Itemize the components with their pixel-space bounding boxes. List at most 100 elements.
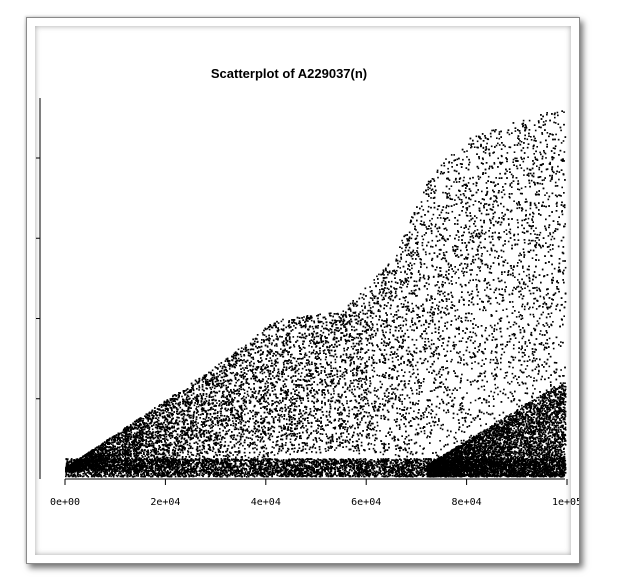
scatter-point (451, 294, 453, 297)
scatter-point (267, 371, 270, 373)
scatter-point (444, 322, 446, 325)
scatter-point (431, 390, 433, 392)
scatter-point (532, 384, 534, 387)
scatter-point (395, 356, 397, 358)
scatter-point (275, 444, 277, 447)
scatter-point (335, 399, 338, 402)
scatter-point (448, 179, 451, 181)
scatter-point (165, 435, 168, 438)
scatter-point (267, 437, 270, 440)
scatter-point (533, 377, 535, 379)
scatter-point (388, 295, 391, 298)
scatter-point (366, 324, 369, 327)
scatter-point (496, 201, 498, 203)
scatter-point (452, 344, 454, 347)
scatter-point (492, 444, 494, 447)
scatter-point (273, 447, 275, 449)
scatter-point (459, 362, 462, 364)
scatter-point (503, 388, 505, 391)
scatter-point (307, 359, 309, 361)
scatter-point (274, 360, 276, 363)
scatter-point (327, 437, 329, 440)
scatter-point (325, 410, 328, 413)
scatter-point (486, 192, 488, 194)
scatter-point (356, 433, 359, 435)
scatter-point (441, 428, 444, 431)
scatter-point (439, 427, 442, 430)
scatter-point (206, 450, 208, 453)
scatter-point (417, 432, 420, 435)
scatter-point (517, 180, 519, 182)
scatter-point (459, 381, 462, 384)
scatter-point (162, 455, 164, 458)
scatter-point (217, 424, 219, 427)
scatter-point (528, 135, 530, 137)
scatter-point (182, 430, 185, 432)
scatter-point (240, 398, 243, 400)
scatter-point (444, 291, 446, 294)
scatter-point (418, 278, 421, 281)
scatter-point (149, 417, 151, 420)
scatter-point (215, 453, 217, 456)
scatter-point (196, 388, 198, 390)
scatter-point (413, 372, 415, 374)
scatter-point (332, 388, 335, 390)
scatter-point (325, 382, 327, 384)
scatter-point (288, 419, 291, 422)
scatter-point (381, 338, 383, 340)
scatter-point (324, 337, 327, 340)
scatter-point (462, 398, 464, 400)
scatter-point (487, 266, 489, 269)
scatter-point (350, 310, 352, 312)
scatter-point (489, 227, 491, 229)
scatter-point (195, 397, 197, 399)
scatter-point (481, 402, 483, 404)
scatter-point (466, 265, 469, 268)
scatter-point (272, 375, 274, 377)
scatter-point (286, 362, 288, 364)
scatter-point (203, 435, 205, 438)
scatter-point (311, 351, 313, 354)
scatter-point (321, 433, 324, 435)
scatter-point (481, 334, 483, 337)
scatter-point (278, 417, 281, 419)
scatter-point (492, 395, 494, 398)
scatter-point (387, 297, 390, 299)
scatter-point (533, 162, 536, 164)
scatter-point (270, 351, 272, 353)
scatter-point (468, 336, 471, 338)
scatter-point (350, 345, 353, 348)
scatter-point (399, 344, 401, 347)
scatter-point (530, 376, 532, 378)
scatter-point (266, 364, 268, 366)
scatter-point (417, 378, 420, 381)
scatter-point (529, 359, 531, 361)
scatter-point (520, 167, 523, 169)
scatter-point (330, 365, 332, 367)
scatter-point (323, 429, 325, 432)
scatter-point (395, 290, 397, 293)
scatter-point (122, 460, 124, 463)
scatter-point (401, 247, 403, 250)
scatter-point (203, 400, 206, 403)
scatter-point (197, 422, 199, 424)
scatter-point (549, 315, 551, 318)
scatter-point (197, 436, 199, 439)
scatter-point (422, 380, 425, 383)
scatter-point (554, 116, 556, 119)
scatter-point (432, 321, 434, 323)
scatter-point (237, 392, 240, 394)
scatter-point (496, 343, 498, 346)
scatter-point (201, 432, 204, 435)
scatter-point (528, 273, 530, 276)
scatter-point (534, 182, 536, 184)
scatter-point (112, 460, 114, 462)
scatter-point (399, 267, 401, 269)
scatter-point (528, 119, 531, 122)
scatter-point (470, 146, 472, 149)
scatter-point (345, 423, 347, 425)
scatter-point (415, 339, 418, 341)
scatter-point (181, 432, 183, 435)
scatter-point (525, 198, 527, 201)
scatter-point (491, 235, 493, 238)
